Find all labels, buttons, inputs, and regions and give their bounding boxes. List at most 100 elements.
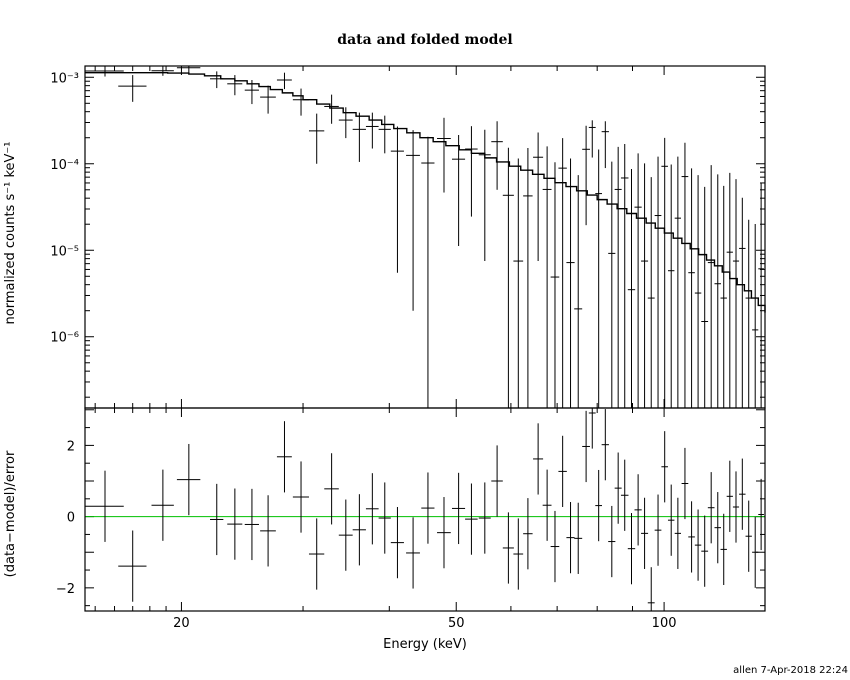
- spectrum-plot-frame: [84, 65, 766, 409]
- y-tick-label: 2: [67, 439, 75, 454]
- data-point: [714, 174, 722, 408]
- residual-point: [588, 408, 596, 449]
- data-point: [745, 219, 752, 408]
- data-point: [533, 132, 544, 262]
- residual-y-tick-labels: 2 0 −2: [56, 439, 75, 596]
- residual-point: [752, 516, 759, 588]
- data-point: [707, 165, 715, 408]
- y-tick-label: 10⁻⁴: [50, 158, 79, 173]
- data-point: [634, 153, 642, 408]
- residual-point: [550, 510, 560, 583]
- data-point: [674, 156, 682, 408]
- y-tick-label: 0: [67, 511, 75, 526]
- x-axis-label: Energy (keV): [383, 637, 467, 652]
- residual-point: [324, 453, 339, 525]
- data-point: [437, 117, 451, 193]
- x-tick-label: 100: [652, 616, 677, 631]
- residual-point: [732, 471, 740, 543]
- data-point: [478, 129, 491, 262]
- residual-point: [701, 515, 709, 587]
- data-point: [667, 164, 675, 408]
- residual-point: [276, 421, 292, 493]
- data-point: [151, 66, 174, 76]
- residual-point: [627, 513, 636, 585]
- data-point: [465, 126, 478, 217]
- residual-point: [620, 459, 629, 531]
- residual-point: [558, 435, 567, 508]
- data-point: [378, 115, 391, 154]
- data-point: [292, 88, 309, 116]
- residual-point: [542, 469, 552, 541]
- data-point: [601, 121, 609, 169]
- residual-point: [667, 484, 675, 556]
- residual-point: [523, 498, 533, 570]
- residual-point: [608, 505, 616, 578]
- spectrum-panel: 10⁻³ 10⁻⁴ 10⁻⁵ 10⁻⁶: [50, 65, 766, 409]
- residual-point: [465, 483, 478, 555]
- data-point: [752, 224, 759, 408]
- data-point: [352, 112, 366, 162]
- data-point: [614, 146, 622, 408]
- residual-point: [758, 478, 764, 551]
- data-points-layer: [85, 66, 764, 408]
- y-axis-label-spectrum: normalized counts s⁻¹ keV⁻¹: [3, 142, 18, 325]
- data-point: [588, 120, 596, 158]
- data-point: [421, 136, 435, 408]
- data-point: [558, 138, 567, 408]
- data-point: [595, 149, 603, 408]
- residual-point: [378, 482, 391, 554]
- data-point: [338, 107, 353, 139]
- data-point: [244, 79, 259, 105]
- data-point: [260, 85, 276, 114]
- y-tick-label: −2: [56, 582, 75, 597]
- data-point: [620, 144, 629, 408]
- residual-point: [176, 443, 201, 516]
- data-point: [720, 185, 727, 408]
- data-point: [681, 142, 689, 408]
- residual-point: [595, 469, 603, 542]
- folded-model-line: [85, 71, 766, 313]
- residual-point: [513, 518, 524, 590]
- residual-point: [451, 472, 466, 545]
- data-point: [758, 183, 764, 408]
- data-point: [726, 172, 733, 408]
- data-point: [502, 147, 514, 408]
- residual-point: [244, 488, 259, 561]
- data-point: [694, 175, 702, 408]
- residual-point: [647, 567, 655, 611]
- x-tick-label: 50: [448, 616, 465, 631]
- residual-panel: 20−2 20 50 100: [56, 407, 766, 631]
- residual-point: [151, 469, 174, 541]
- y-tick-label: 10⁻⁵: [50, 244, 79, 259]
- residual-point: [720, 513, 727, 586]
- data-point: [627, 168, 636, 408]
- residual-point: [365, 473, 379, 545]
- data-point: [523, 148, 533, 408]
- residual-point: [390, 507, 404, 579]
- data-point: [701, 186, 709, 408]
- data-point: [732, 179, 740, 408]
- data-point: [365, 112, 379, 149]
- data-point: [566, 158, 575, 408]
- footer-stamp: allen 7-Apr-2018 22:24: [733, 665, 848, 676]
- x-tick-label: 20: [173, 616, 190, 631]
- residual-point: [681, 447, 689, 520]
- y-axis-label-residuals: (data−model)/error: [3, 450, 18, 577]
- residual-point: [674, 497, 682, 569]
- residual-point: [726, 460, 733, 532]
- spectrum-axis-ticks: [85, 66, 765, 408]
- residual-plot-frame: [84, 407, 766, 612]
- y-tick-label: 10⁻³: [50, 71, 79, 86]
- residual-point: [707, 472, 715, 544]
- y-tick-label: 10⁻⁶: [50, 331, 79, 346]
- data-point: [227, 75, 243, 96]
- spectrum-y-tick-labels: 10⁻³ 10⁻⁴ 10⁻⁵ 10⁻⁶: [50, 71, 79, 345]
- data-point: [390, 126, 404, 273]
- residual-point: [694, 509, 702, 581]
- data-point: [582, 125, 590, 226]
- residual-point: [614, 452, 622, 524]
- residual-point: [688, 501, 695, 573]
- residual-point: [714, 492, 722, 564]
- residual-point: [292, 461, 309, 533]
